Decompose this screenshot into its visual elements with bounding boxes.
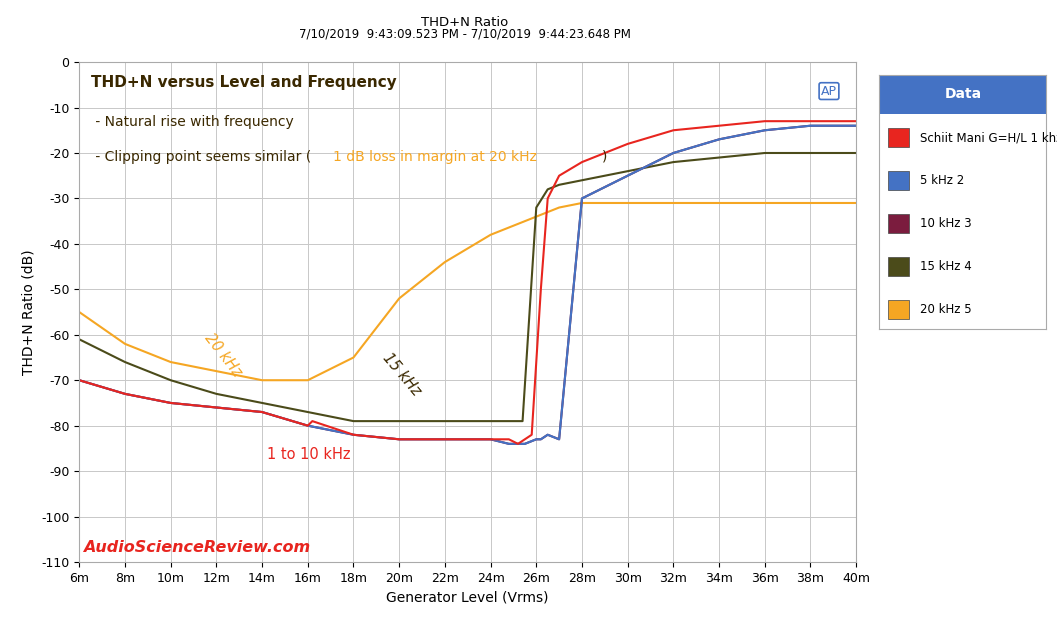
Text: - Natural rise with frequency: - Natural rise with frequency <box>91 115 294 129</box>
Text: 10 kHz 3: 10 kHz 3 <box>920 217 971 230</box>
FancyBboxPatch shape <box>888 214 909 233</box>
FancyBboxPatch shape <box>888 300 909 319</box>
FancyBboxPatch shape <box>888 171 909 190</box>
Text: - Clipping point seems similar (: - Clipping point seems similar ( <box>91 150 311 163</box>
Text: Data: Data <box>944 88 982 101</box>
Text: AudioScienceReview.com: AudioScienceReview.com <box>84 540 311 555</box>
Text: 20 kHz: 20 kHz <box>202 330 244 379</box>
FancyBboxPatch shape <box>879 75 1046 114</box>
X-axis label: Generator Level (Vrms): Generator Level (Vrms) <box>387 591 549 604</box>
Text: THD+N versus Level and Frequency: THD+N versus Level and Frequency <box>91 75 396 89</box>
Text: THD+N Ratio: THD+N Ratio <box>422 16 508 29</box>
FancyBboxPatch shape <box>888 128 909 147</box>
Text: ): ) <box>602 150 608 163</box>
FancyBboxPatch shape <box>888 257 909 276</box>
Text: 15 kHz: 15 kHz <box>379 350 424 399</box>
Text: Schiit Mani G=H/L 1 khz: Schiit Mani G=H/L 1 khz <box>920 131 1057 144</box>
Text: AP: AP <box>821 84 837 97</box>
Text: 7/10/2019  9:43:09.523 PM - 7/10/2019  9:44:23.648 PM: 7/10/2019 9:43:09.523 PM - 7/10/2019 9:4… <box>299 28 631 41</box>
Text: 1 to 10 kHz: 1 to 10 kHz <box>266 447 350 462</box>
Text: 5 kHz 2: 5 kHz 2 <box>920 174 964 187</box>
Text: 1 dB loss in margin at 20 kHz: 1 dB loss in margin at 20 kHz <box>333 150 537 163</box>
Text: 20 kHz 5: 20 kHz 5 <box>920 303 971 316</box>
Y-axis label: THD+N Ratio (dB): THD+N Ratio (dB) <box>21 249 36 375</box>
Text: 15 kHz 4: 15 kHz 4 <box>920 260 971 273</box>
